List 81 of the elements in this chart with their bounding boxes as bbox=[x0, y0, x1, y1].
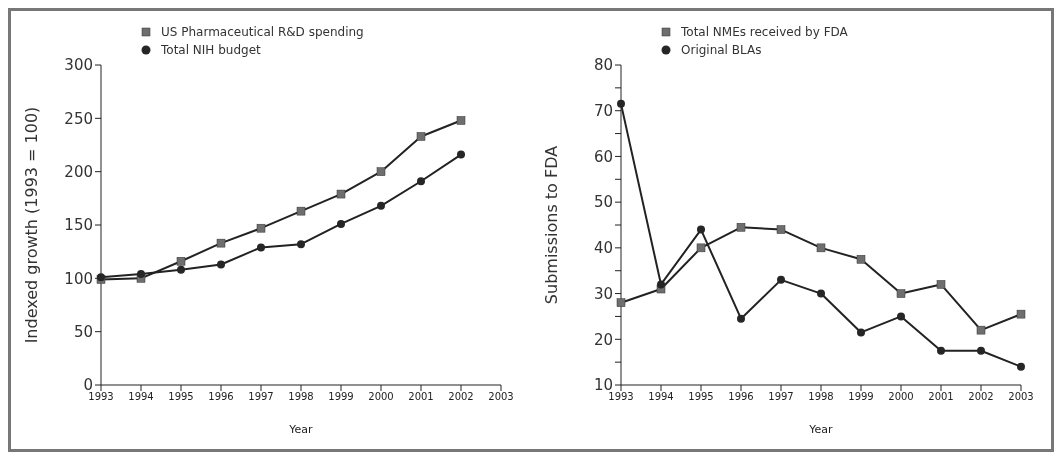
y-tick-label: 300 bbox=[64, 56, 93, 75]
point bbox=[897, 312, 905, 321]
x-tick-label: 1995 bbox=[688, 391, 714, 403]
x-tick-label: 1994 bbox=[128, 391, 154, 403]
point bbox=[696, 243, 706, 253]
x-tick-label: 2003 bbox=[488, 391, 514, 403]
point bbox=[817, 289, 825, 298]
point bbox=[816, 243, 826, 253]
point bbox=[456, 116, 466, 125]
y-tick-label: 200 bbox=[64, 162, 93, 181]
point bbox=[977, 346, 985, 355]
point bbox=[736, 223, 746, 232]
y-tick-label: 50 bbox=[593, 193, 613, 212]
point bbox=[896, 289, 906, 298]
point bbox=[337, 219, 345, 228]
legend-label: Original BLAs bbox=[681, 43, 762, 57]
x-axis-title: Year bbox=[808, 423, 834, 436]
y-tick-label: 150 bbox=[64, 216, 93, 235]
x-tick-label: 1996 bbox=[728, 391, 754, 403]
legend-label: Total NMEs received by FDA bbox=[681, 25, 848, 39]
x-tick-label: 1994 bbox=[648, 391, 674, 403]
y-tick-label: 250 bbox=[64, 109, 93, 128]
x-tick-label: 2000 bbox=[888, 391, 914, 403]
x-tick-label: 2002 bbox=[968, 391, 994, 403]
x-tick-label: 1995 bbox=[168, 391, 194, 403]
x-tick-label: 2001 bbox=[928, 391, 954, 403]
x-tick-label: 2000 bbox=[368, 391, 394, 403]
x-tick-label: 1997 bbox=[248, 391, 274, 403]
x-tick-label: 2001 bbox=[408, 391, 434, 403]
x-tick-label: 2002 bbox=[448, 391, 474, 403]
x-tick-label: 1996 bbox=[208, 391, 234, 403]
point bbox=[857, 328, 865, 337]
legend-label: US Pharmaceutical R&D spending bbox=[161, 25, 364, 39]
x-tick-label: 1998 bbox=[808, 391, 834, 403]
point bbox=[137, 270, 145, 279]
x-axis-title: Year bbox=[288, 423, 314, 436]
point bbox=[177, 265, 185, 274]
y-tick-label: 30 bbox=[593, 284, 613, 303]
y-tick-label: 20 bbox=[593, 330, 613, 349]
y-tick-label: 50 bbox=[73, 322, 93, 341]
point bbox=[777, 275, 785, 284]
point bbox=[1017, 362, 1025, 371]
point bbox=[856, 255, 866, 264]
legend-label: Total NIH budget bbox=[161, 43, 261, 57]
y-tick-label: 40 bbox=[593, 239, 613, 258]
y-tick-label: 100 bbox=[64, 269, 93, 288]
y-axis-title: Indexed growth (1993 = 100) bbox=[21, 106, 41, 344]
point bbox=[257, 243, 265, 252]
point bbox=[976, 325, 986, 335]
point bbox=[776, 225, 786, 234]
point bbox=[336, 189, 346, 199]
y-axis-title: Submissions to FDA bbox=[541, 145, 561, 305]
point bbox=[377, 201, 385, 210]
point bbox=[297, 240, 305, 249]
x-tick-label: 1993 bbox=[608, 391, 634, 403]
point bbox=[937, 346, 945, 355]
x-tick-label: 1999 bbox=[328, 391, 354, 403]
point bbox=[1016, 309, 1026, 319]
point bbox=[616, 298, 626, 307]
point bbox=[376, 167, 386, 176]
point bbox=[617, 99, 625, 108]
x-tick-label: 2003 bbox=[1008, 391, 1034, 403]
point bbox=[417, 177, 425, 186]
point bbox=[216, 238, 226, 248]
y-tick-label: 70 bbox=[593, 102, 613, 121]
x-tick-label: 1999 bbox=[848, 391, 874, 403]
point bbox=[296, 206, 306, 216]
y-tick-label: 80 bbox=[593, 56, 613, 75]
point bbox=[176, 257, 186, 266]
point bbox=[657, 280, 665, 289]
point bbox=[217, 260, 225, 269]
x-tick-label: 1993 bbox=[88, 391, 114, 403]
point bbox=[416, 132, 426, 141]
point bbox=[697, 225, 705, 234]
point bbox=[936, 280, 946, 289]
point bbox=[737, 314, 745, 323]
point bbox=[256, 223, 266, 233]
x-tick-label: 1997 bbox=[768, 391, 794, 403]
point bbox=[457, 150, 465, 159]
y-tick-label: 60 bbox=[593, 147, 613, 166]
x-tick-label: 1998 bbox=[288, 391, 314, 403]
